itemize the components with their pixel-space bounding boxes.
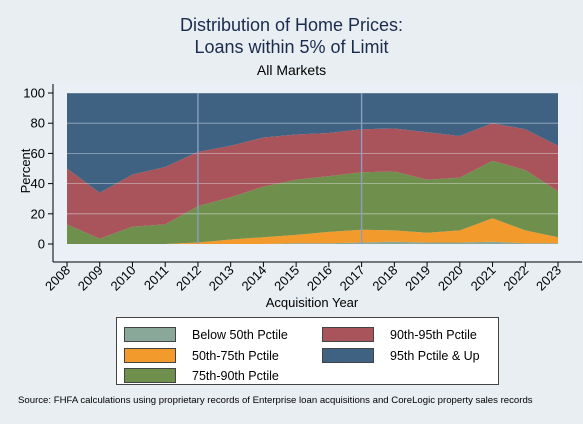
- legend: Below 50th Pctile 50th-75th Pctile 75th-…: [116, 317, 499, 385]
- series-area: [67, 123, 558, 239]
- x-tick-label: 2009: [75, 263, 106, 294]
- x-tick-label: 2020: [435, 263, 466, 294]
- x-tick-label: 2021: [468, 263, 499, 294]
- x-tick-label: 2012: [173, 263, 204, 294]
- y-tick-label: 100: [23, 86, 45, 101]
- x-tick-label: 2010: [108, 263, 139, 294]
- legend-label: 75th-90th Pctile: [192, 369, 279, 383]
- x-axis-label: Acquisition Year: [266, 295, 359, 310]
- x-tick-label: 2022: [500, 263, 531, 294]
- x-tick-label: 2018: [369, 263, 400, 294]
- chart-title: Distribution of Home Prices:: [179, 15, 404, 35]
- legend-swatch: [322, 327, 374, 342]
- legend-label: 50th-75th Pctile: [192, 349, 279, 363]
- x-tick-label: 2011: [141, 263, 171, 293]
- y-tick-label: 20: [31, 206, 45, 221]
- x-tick-label: 2019: [402, 263, 433, 294]
- x-tick-label: 2013: [206, 263, 237, 294]
- x-tick-label: 2016: [304, 263, 335, 294]
- source-note: Source: FHFA calculations using propriet…: [18, 395, 533, 406]
- series-area: [67, 241, 558, 244]
- x-tick-label: 2014: [238, 263, 269, 294]
- y-tick-label: 40: [31, 176, 45, 191]
- legend-label: Below 50th Pctile: [192, 328, 288, 342]
- legend-swatch: [124, 368, 176, 383]
- series-area: [67, 160, 558, 244]
- y-axis-label: Percent: [18, 148, 33, 193]
- y-tick-label: 0: [38, 237, 45, 252]
- chart-subtitle: All Markets: [256, 62, 327, 78]
- x-tick-label: 2017: [337, 263, 368, 294]
- x-tick-label: 2015: [271, 263, 302, 294]
- x-tick-label: 2023: [533, 263, 564, 294]
- y-tick-label: 80: [31, 116, 45, 131]
- series-area: [67, 93, 558, 193]
- legend-label: 95th Pctile & Up: [390, 349, 480, 363]
- legend-swatch: [322, 348, 374, 363]
- legend-swatch: [124, 327, 176, 342]
- chart-title-line2: Loans within 5% of Limit: [194, 37, 389, 57]
- y-tick-label: 60: [31, 146, 45, 161]
- x-tick-label: 2008: [42, 263, 73, 294]
- legend-swatch: [124, 348, 176, 363]
- series-area: [67, 218, 558, 244]
- legend-label: 90th-95th Pctile: [390, 328, 477, 342]
